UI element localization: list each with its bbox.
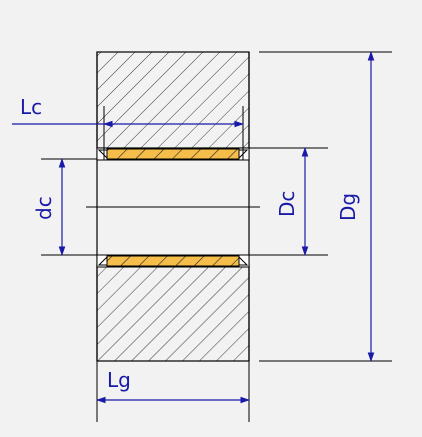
housing-bottom — [96, 264, 250, 362]
dg-label: Dg — [336, 193, 360, 221]
bushing-bottom — [96, 254, 250, 268]
bushing-top — [96, 147, 250, 161]
dc-outer-dimension: Dc — [249, 147, 328, 256]
lg-label: Lg — [107, 368, 131, 392]
lc-dimension: Lc — [12, 95, 244, 160]
dc-outer-label: Dc — [275, 191, 299, 217]
lc-label: Lc — [20, 95, 42, 119]
lg-dimension: Lg — [96, 361, 250, 422]
dc-label: dc — [32, 196, 56, 220]
dg-dimension: Dg — [259, 51, 392, 362]
housing-top — [96, 51, 250, 149]
dc-dimension: dc — [32, 158, 97, 256]
